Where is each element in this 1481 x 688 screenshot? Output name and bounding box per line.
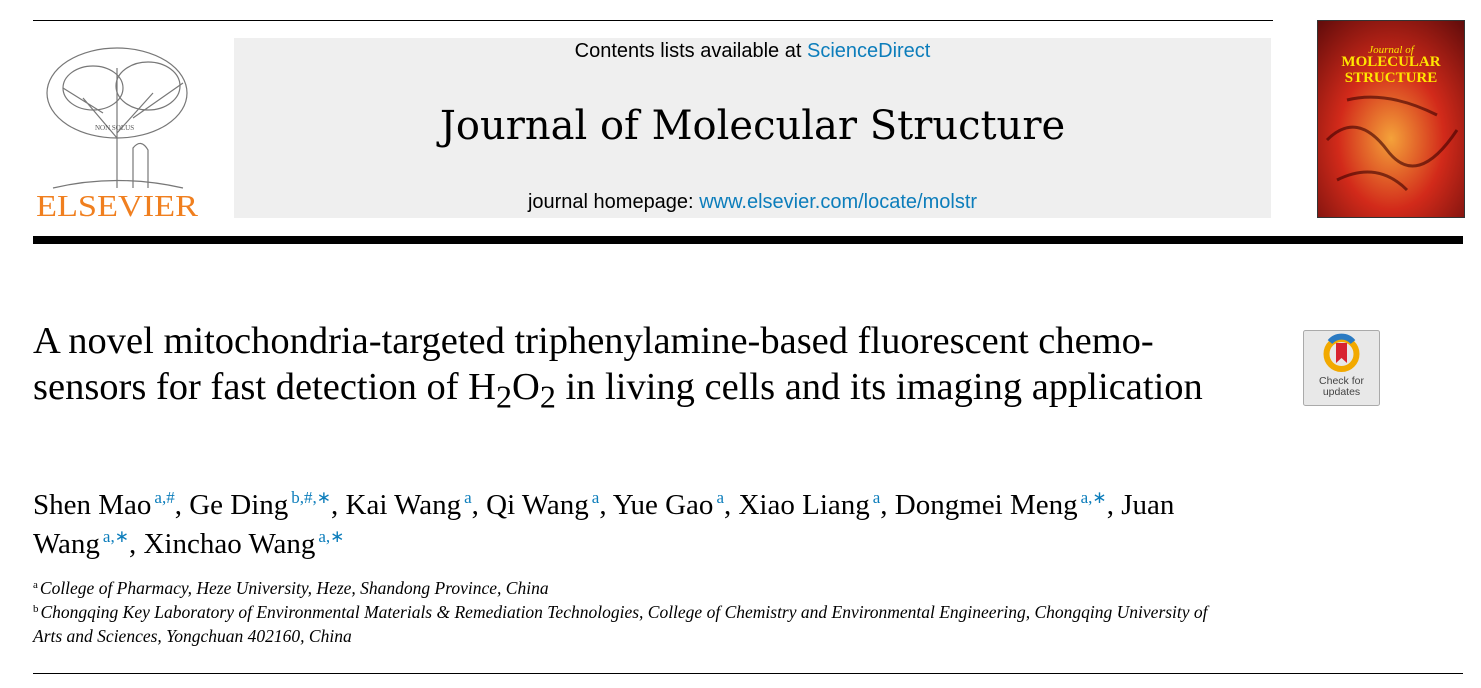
affiliation: b Chongqing Key Laboratory of Environment… <box>33 600 1233 648</box>
author-separator: , <box>174 489 182 521</box>
cover-title: MOLECULAR STRUCTURE <box>1341 54 1441 86</box>
top-rule <box>33 20 1273 21</box>
author-name: Shen Mao <box>33 489 152 521</box>
author-separator: , <box>471 489 479 521</box>
affiliation-list: a College of Pharmacy, Heze University, H… <box>33 576 1233 648</box>
author: Qi Wang a <box>486 489 599 521</box>
author-name: Yue Gao <box>612 489 714 521</box>
author-name: Xinchao Wang <box>143 528 316 560</box>
author-marks: b,#,∗ <box>291 488 332 507</box>
badge-line: Check for <box>1319 375 1364 387</box>
author-separator: , <box>331 489 339 521</box>
journal-cover[interactable]: Journal of MOLECULAR STRUCTURE <box>1317 20 1465 218</box>
author-separator: , <box>1106 489 1114 521</box>
author-name: Qi Wang <box>486 489 589 521</box>
title-text: O <box>512 366 540 408</box>
contents-line: Contents lists available at ScienceDirec… <box>234 40 1271 63</box>
author: Juan Wang a,∗ <box>33 489 1174 560</box>
author-separator: , <box>880 489 888 521</box>
motto: NON SOLUS <box>95 124 134 132</box>
author-marks: a <box>716 488 724 507</box>
title-text: A novel mitochondria-targeted triphenyla… <box>33 320 1154 408</box>
author-separator: , <box>128 528 137 560</box>
author-name: Ge Ding <box>189 489 289 521</box>
badge-line: updates <box>1323 386 1360 398</box>
affiliation-text: Chongqing Key Laboratory of Environmenta… <box>33 602 1208 646</box>
cover-small-title: Journal of <box>1368 44 1415 56</box>
contents-prefix: Contents lists available at <box>574 40 802 62</box>
author-marks: a,∗ <box>102 527 129 546</box>
affiliation: a College of Pharmacy, Heze University, H… <box>33 576 1233 600</box>
author-marks: a <box>464 488 472 507</box>
header-bar <box>33 236 1463 244</box>
article-title: A novel mitochondria-targeted triphenyla… <box>33 318 1233 420</box>
homepage-line: journal homepage: www.elsevier.com/locat… <box>234 191 1271 214</box>
author: Kai Wang a <box>346 489 472 521</box>
author: Xinchao Wang a,∗ <box>143 528 344 560</box>
author-name: Juan Wang <box>33 489 1175 560</box>
author-marks: a,∗ <box>318 527 345 546</box>
author-name: Xiao Liang <box>738 489 870 521</box>
title-subscript: 2 <box>539 378 556 415</box>
author: Dongmei Meng a,∗ <box>895 489 1107 521</box>
author-marks: a,# <box>154 488 175 507</box>
homepage-link[interactable]: www.elsevier.com/locate/molstr <box>699 191 978 213</box>
title-text: in living cells and its imaging applicat… <box>555 366 1203 408</box>
author-marks: a <box>872 488 881 507</box>
author: Ge Ding b,#,∗ <box>189 489 331 521</box>
affiliation-label: a <box>33 579 38 591</box>
bottom-rule <box>33 673 1463 674</box>
title-subscript: 2 <box>495 378 512 415</box>
author: Xiao Liang a <box>738 489 880 521</box>
affiliation-text: College of Pharmacy, Heze University, He… <box>39 578 549 598</box>
affiliation-label: b <box>33 603 39 615</box>
author-separator: , <box>599 489 607 521</box>
author: Shen Mao a,# <box>33 489 175 521</box>
author-list: Shen Mao a,#, Ge Ding b,#,∗, Kai Wang a, Qi… <box>33 486 1273 564</box>
author-name: Kai Wang <box>345 489 462 521</box>
author: Yue Gao a <box>613 489 724 521</box>
publisher-name: ELSEVIER <box>36 188 198 220</box>
journal-name: Journal of Molecular Structure <box>439 103 1066 149</box>
journal-banner <box>234 38 1271 218</box>
author-marks: a,∗ <box>1080 488 1107 507</box>
homepage-prefix: journal homepage: <box>527 191 694 213</box>
author-name: Dongmei Meng <box>894 489 1078 521</box>
sciencedirect-link[interactable]: ScienceDirect <box>806 40 931 62</box>
author-separator: , <box>723 489 732 521</box>
check-updates-badge[interactable]: Check for updates <box>1303 330 1380 406</box>
author-marks: a <box>591 488 600 507</box>
publisher-logo: NON SOLUS ELSEVIER <box>36 47 198 220</box>
